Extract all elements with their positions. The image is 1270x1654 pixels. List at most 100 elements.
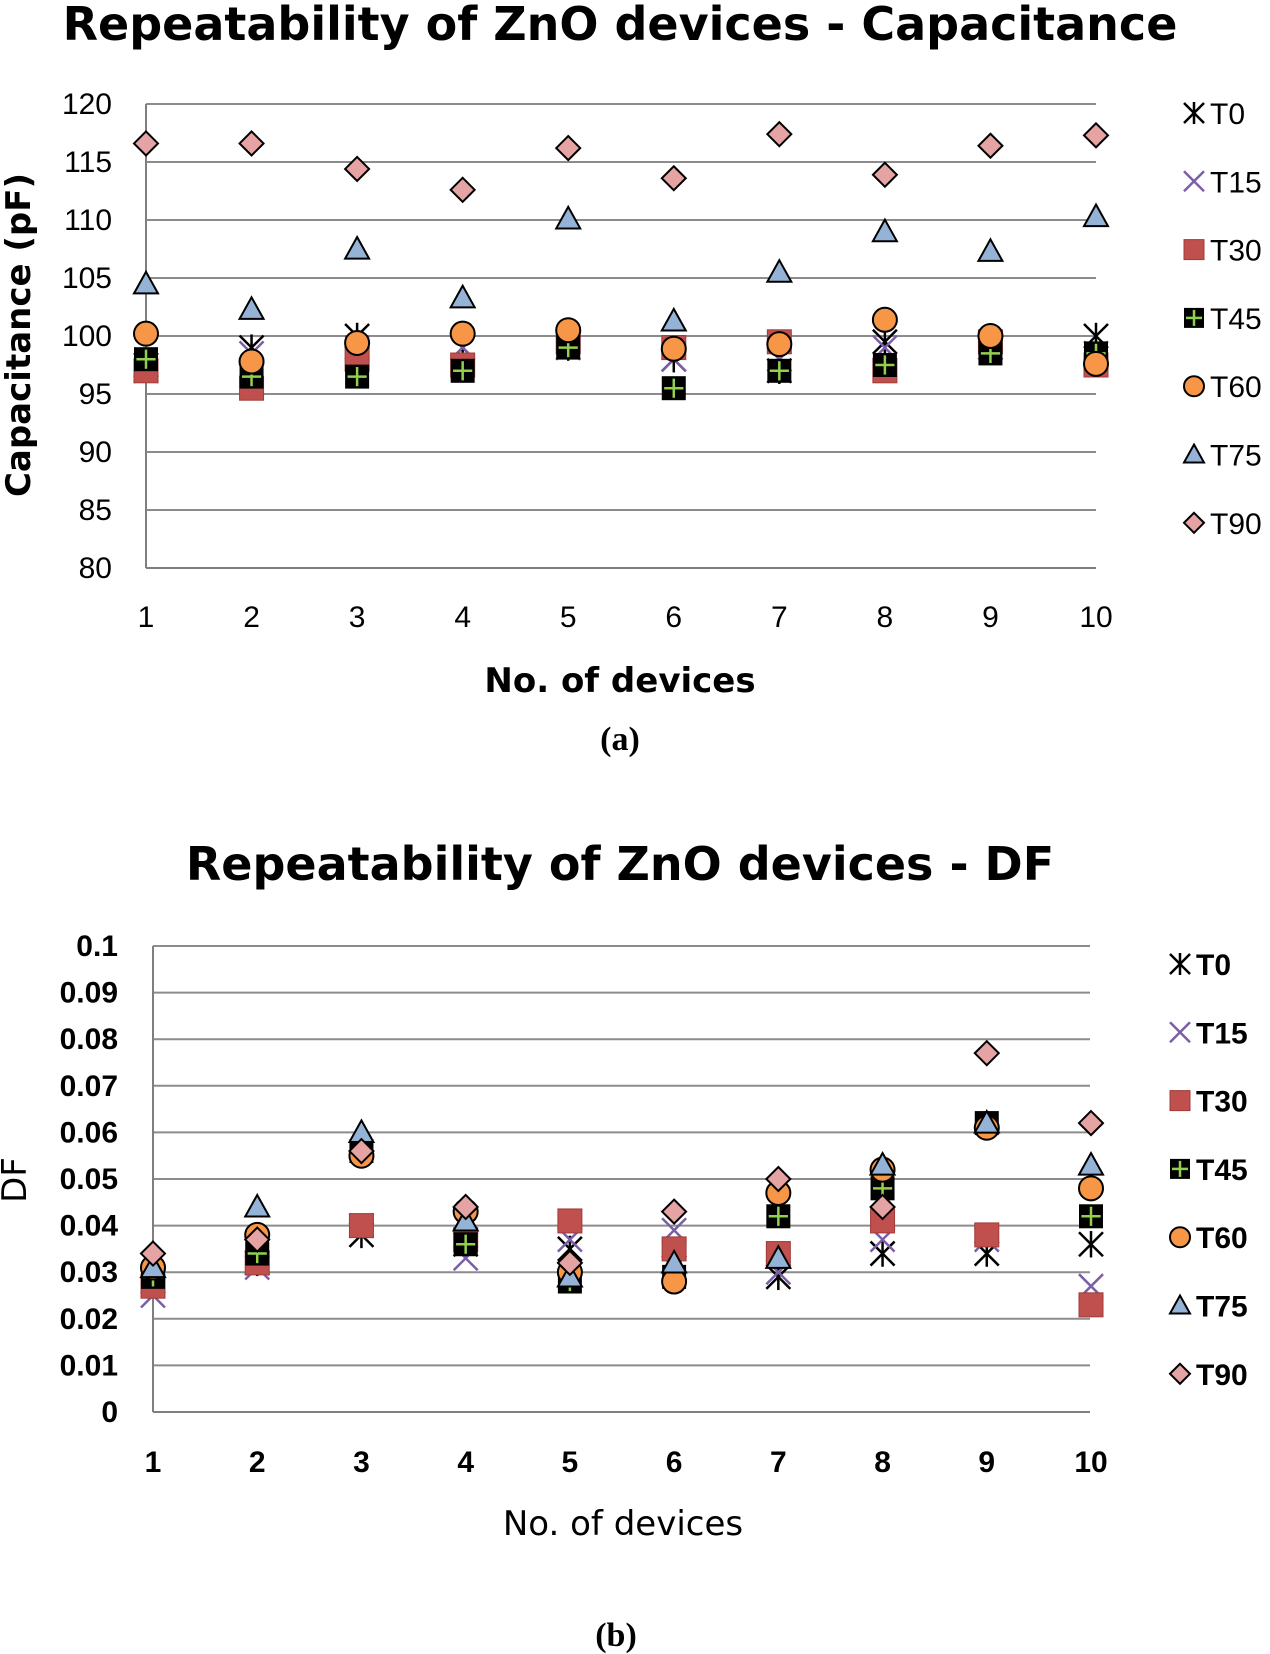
x-tick-label: 9 bbox=[982, 601, 999, 634]
chart-a-title: Repeatability of ZnO devices - Capacitan… bbox=[63, 0, 1178, 51]
point-T60-4 bbox=[449, 320, 476, 347]
point-T75-2 bbox=[237, 295, 266, 320]
chart-df: Repeatability of ZnO devices - DF 0 0.01 0… bbox=[0, 837, 1248, 1654]
point-T75-8 bbox=[868, 1150, 897, 1176]
chart-b-y-axis-title: DF bbox=[0, 1157, 35, 1203]
x-tick-label: 5 bbox=[560, 601, 577, 634]
x-tick-label: 1 bbox=[138, 601, 155, 634]
series-T15 bbox=[140, 1212, 1104, 1309]
point-T45-3 bbox=[345, 364, 370, 389]
legend-label: T75 bbox=[1210, 440, 1262, 473]
legend-item-T45: T45 bbox=[1184, 303, 1262, 336]
x-tick-label: 4 bbox=[454, 601, 471, 634]
y-tick-label: 0 bbox=[101, 1396, 118, 1429]
legend-marker-T90 bbox=[1168, 1362, 1192, 1386]
point-T60-7 bbox=[766, 331, 793, 358]
series-T45 bbox=[141, 1111, 1103, 1294]
chart-capacitance: Repeatability of ZnO devices - Capacitan… bbox=[0, 0, 1262, 758]
y-tick-label: 0.07 bbox=[60, 1070, 118, 1103]
series-T75 bbox=[139, 1109, 1105, 1288]
legend-label: T45 bbox=[1196, 1154, 1248, 1187]
y-tick-label: 0.04 bbox=[60, 1210, 119, 1243]
chart-b-x-ticks: 1 2 3 4 5 6 7 8 9 10 bbox=[145, 1446, 1108, 1479]
point-T90-7 bbox=[764, 1165, 792, 1193]
x-tick-label: 6 bbox=[665, 601, 682, 634]
point-T75-3 bbox=[343, 234, 371, 260]
chart-b-y-ticks: 0 0.01 0.02 0.03 0.04 0.05 0.06 0.07 0.08 0.09 0.1 bbox=[60, 930, 119, 1429]
legend-marker-T75 bbox=[1182, 442, 1206, 464]
chart-b-marks bbox=[139, 1039, 1105, 1318]
point-T90-6 bbox=[660, 164, 688, 192]
legend-item-T0: T0 bbox=[1183, 98, 1245, 131]
legend-marker-T0 bbox=[1169, 953, 1191, 975]
point-T60-9 bbox=[977, 323, 1004, 349]
point-T75-2 bbox=[243, 1192, 271, 1218]
series-T60 bbox=[140, 1114, 1104, 1295]
legend-marker-T90 bbox=[1182, 511, 1206, 535]
point-T75-4 bbox=[448, 283, 477, 309]
x-tick-label: 2 bbox=[249, 1446, 266, 1479]
x-tick-label: 1 bbox=[145, 1446, 162, 1479]
x-tick-label: 2 bbox=[243, 601, 260, 634]
series-T75 bbox=[132, 202, 1110, 332]
point-T30-3 bbox=[348, 1213, 374, 1239]
x-tick-label: 3 bbox=[353, 1446, 370, 1479]
point-T30-10 bbox=[1078, 1292, 1104, 1318]
x-tick-label: 8 bbox=[874, 1446, 891, 1479]
chart-b-title: Repeatability of ZnO devices - DF bbox=[186, 837, 1054, 891]
legend-label: T60 bbox=[1210, 371, 1262, 404]
y-tick-label: 0.09 bbox=[60, 977, 118, 1010]
point-T75-6 bbox=[660, 306, 688, 332]
legend-item-T0: T0 bbox=[1169, 949, 1231, 982]
point-T75-6 bbox=[660, 1248, 688, 1274]
point-T90-2 bbox=[238, 130, 265, 157]
x-tick-label: 10 bbox=[1079, 601, 1112, 634]
legend-label: T45 bbox=[1210, 303, 1262, 336]
legend-item-T45: T45 bbox=[1170, 1154, 1248, 1187]
point-T60-1 bbox=[133, 320, 159, 347]
point-T90-6 bbox=[660, 1198, 688, 1226]
y-tick-label: 105 bbox=[62, 262, 112, 295]
legend-item-T30: T30 bbox=[1169, 1086, 1248, 1119]
point-T45-6 bbox=[661, 376, 686, 401]
point-T60-5 bbox=[555, 317, 582, 344]
point-T45-7 bbox=[766, 1204, 791, 1229]
legend-label: T75 bbox=[1196, 1291, 1248, 1324]
point-T45-8 bbox=[872, 353, 897, 377]
legend-item-T90: T90 bbox=[1168, 1359, 1248, 1392]
legend-label: T90 bbox=[1210, 508, 1262, 541]
point-T90-2 bbox=[243, 1226, 271, 1253]
point-T90-9 bbox=[973, 1039, 1001, 1067]
point-T0-8 bbox=[872, 328, 898, 355]
series-T30 bbox=[133, 329, 1109, 401]
y-tick-label: 0.08 bbox=[60, 1023, 118, 1056]
point-T75-1 bbox=[132, 269, 160, 295]
point-T90-4 bbox=[452, 1193, 480, 1221]
legend-label: T0 bbox=[1196, 949, 1231, 982]
y-tick-label: 0.01 bbox=[60, 1349, 118, 1382]
point-T45-4 bbox=[450, 358, 475, 383]
point-T75-7 bbox=[765, 258, 794, 283]
legend-item-T75: T75 bbox=[1182, 440, 1262, 473]
legend-marker-T0 bbox=[1183, 102, 1205, 124]
point-T75-9 bbox=[973, 1109, 1001, 1134]
series-T45 bbox=[134, 335, 1108, 401]
legend-marker-T30 bbox=[1169, 1090, 1191, 1112]
legend-label: T30 bbox=[1210, 235, 1262, 268]
legend-marker-T30 bbox=[1183, 239, 1205, 261]
x-tick-label: 9 bbox=[978, 1446, 995, 1479]
series-T15 bbox=[133, 334, 1109, 384]
series-T90 bbox=[139, 1039, 1105, 1277]
point-T60-10 bbox=[1083, 350, 1109, 377]
y-tick-label: 115 bbox=[64, 146, 112, 179]
y-tick-label: 85 bbox=[79, 494, 112, 527]
point-T90-5 bbox=[554, 134, 582, 162]
point-T90-10 bbox=[1082, 121, 1110, 149]
legend-item-T15: T15 bbox=[1169, 1017, 1248, 1050]
y-tick-label: 0.03 bbox=[60, 1256, 118, 1289]
point-T60-6 bbox=[660, 335, 687, 362]
chart-a-caption: (a) bbox=[600, 721, 640, 758]
chart-b-grid bbox=[152, 945, 1090, 1413]
point-T75-10 bbox=[1082, 202, 1110, 228]
